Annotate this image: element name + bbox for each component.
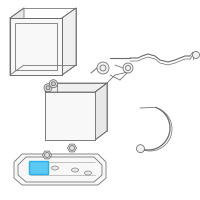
Circle shape bbox=[45, 153, 49, 157]
Polygon shape bbox=[45, 92, 95, 140]
FancyBboxPatch shape bbox=[30, 162, 48, 174]
Ellipse shape bbox=[84, 171, 92, 175]
Polygon shape bbox=[10, 18, 62, 75]
Circle shape bbox=[136, 145, 144, 153]
Circle shape bbox=[49, 80, 57, 88]
Polygon shape bbox=[14, 154, 106, 185]
Circle shape bbox=[44, 84, 52, 92]
Polygon shape bbox=[42, 151, 52, 159]
Polygon shape bbox=[10, 8, 24, 75]
Polygon shape bbox=[45, 83, 107, 92]
Circle shape bbox=[97, 62, 109, 74]
Polygon shape bbox=[62, 8, 76, 75]
Polygon shape bbox=[95, 83, 107, 140]
Circle shape bbox=[192, 51, 200, 58]
Ellipse shape bbox=[52, 166, 58, 170]
Circle shape bbox=[51, 82, 55, 86]
Ellipse shape bbox=[32, 168, 38, 172]
Polygon shape bbox=[68, 144, 76, 152]
Circle shape bbox=[46, 86, 50, 90]
Ellipse shape bbox=[72, 168, 78, 172]
Circle shape bbox=[123, 63, 133, 73]
Circle shape bbox=[70, 146, 74, 150]
